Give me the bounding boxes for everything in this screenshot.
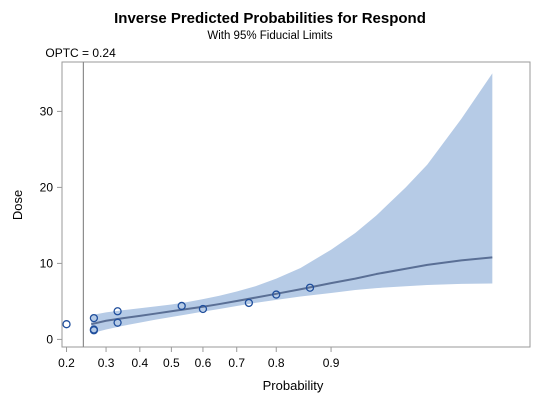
x-axis: 0.20.30.40.50.60.70.80.91	[58, 347, 340, 370]
observed-point	[62, 320, 71, 329]
y-tick-label: 0	[46, 332, 53, 346]
y-axis: 0 10 20 30	[40, 104, 62, 346]
plot-area	[62, 73, 493, 335]
reference-line-group: OPTC = 0.24	[45, 46, 116, 347]
y-tick-label: 10	[40, 256, 54, 270]
y-axis-label: Dose	[10, 190, 25, 220]
x-tick-label: 0.7	[228, 356, 245, 370]
optc-reference-label: OPTC = 0.24	[45, 46, 116, 60]
observed-point	[89, 326, 99, 335]
chart-subtitle: With 95% Fiducial Limits	[207, 30, 333, 42]
y-tick-label: 20	[40, 180, 54, 194]
x-tick-label: 0.6	[195, 356, 212, 370]
x-tick-label: 0.5	[163, 356, 180, 370]
observed-point	[177, 301, 186, 311]
observed-point	[305, 283, 315, 292]
plot-border	[61, 61, 531, 348]
observed-point	[272, 290, 281, 299]
x-tick-label: 0.4	[131, 356, 148, 370]
observed-point	[89, 313, 99, 323]
y-tick-label: 30	[40, 104, 54, 118]
x-tick-label: 0.8	[268, 356, 285, 370]
x-axis-label: Probability	[263, 378, 324, 393]
chart-title: Inverse Predicted Probabilities for Resp…	[114, 10, 426, 27]
x-tick-label: 0.2	[58, 356, 75, 370]
observed-point	[198, 304, 208, 314]
x-tick-label: 0.9	[323, 356, 340, 370]
observed-point	[113, 307, 122, 316]
observed-point	[113, 318, 122, 327]
predicted-dose-line	[90, 256, 493, 326]
x-tick-label: 0.3	[98, 356, 115, 370]
observed-point	[244, 298, 254, 308]
fiducial-band	[91, 73, 493, 334]
